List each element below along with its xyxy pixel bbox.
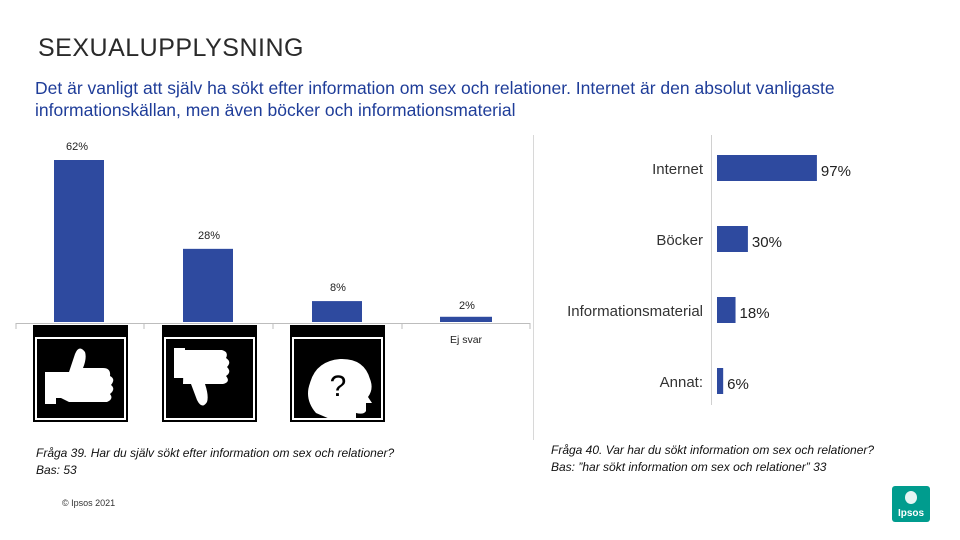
right-bar-internet: [717, 155, 817, 181]
thumbs-down-icon: [162, 325, 257, 422]
svg-text:?: ?: [330, 370, 347, 403]
right-value-label: 97%: [821, 163, 851, 180]
right-value-label: 30%: [752, 234, 782, 251]
left-bar-ja: [54, 160, 104, 322]
ipsos-logo: Ipsos: [892, 486, 930, 522]
right-bar-annat: [717, 368, 724, 394]
right-category-label: Böcker: [656, 232, 703, 249]
left-value-label: 8%: [330, 282, 346, 294]
left-bar-chart: 62%28%8%2%janejsvårt att förståEj svar: [15, 141, 531, 346]
question-40: Fråga 40. Var har du sökt information om…: [551, 442, 874, 476]
left-bar-ej-svar: [440, 316, 492, 322]
right-value-label: 18%: [740, 305, 770, 322]
question-head-icon: ?: [290, 325, 385, 422]
logo-text: Ipsos: [897, 508, 925, 519]
right-category-label: Annat:: [660, 374, 703, 391]
question-40-base: Bas: ”har sökt information om sex och re…: [551, 460, 827, 474]
left-bar-svårt-att-förstå: [312, 301, 362, 322]
left-value-label: 62%: [66, 141, 88, 153]
logo-mark-icon: [905, 491, 917, 504]
thumbs-up-icon: [33, 325, 128, 422]
right-value-label: 6%: [727, 376, 749, 393]
left-chart-icons: ?: [33, 325, 385, 422]
question-39-base: Bas: 53: [36, 463, 77, 477]
right-category-label: Internet: [652, 161, 704, 178]
left-category-label: Ej svar: [450, 334, 483, 346]
right-bar-chart: Internet 97% Böcker 30% Informationsmaterial…: [533, 135, 851, 440]
right-category-label: Informationsmaterial: [567, 303, 703, 320]
question-39-text: Fråga 39. Har du själv sökt efter inform…: [36, 446, 395, 460]
left-value-label: 2%: [459, 300, 475, 312]
page-subtitle: Det är vanligt att själv ha sökt efter i…: [35, 78, 835, 120]
left-value-label: 28%: [198, 230, 220, 242]
page-title: SEXUALUPPLYSNING: [38, 34, 304, 62]
question-40-text: Fråga 40. Var har du sökt information om…: [551, 443, 875, 457]
copyright: © Ipsos 2021: [62, 498, 116, 508]
left-bar-nej: [183, 248, 233, 322]
right-bar-böcker: [717, 226, 748, 252]
question-39: Fråga 39. Har du själv sökt efter inform…: [36, 445, 394, 479]
right-bar-informationsmaterial: [717, 297, 736, 323]
